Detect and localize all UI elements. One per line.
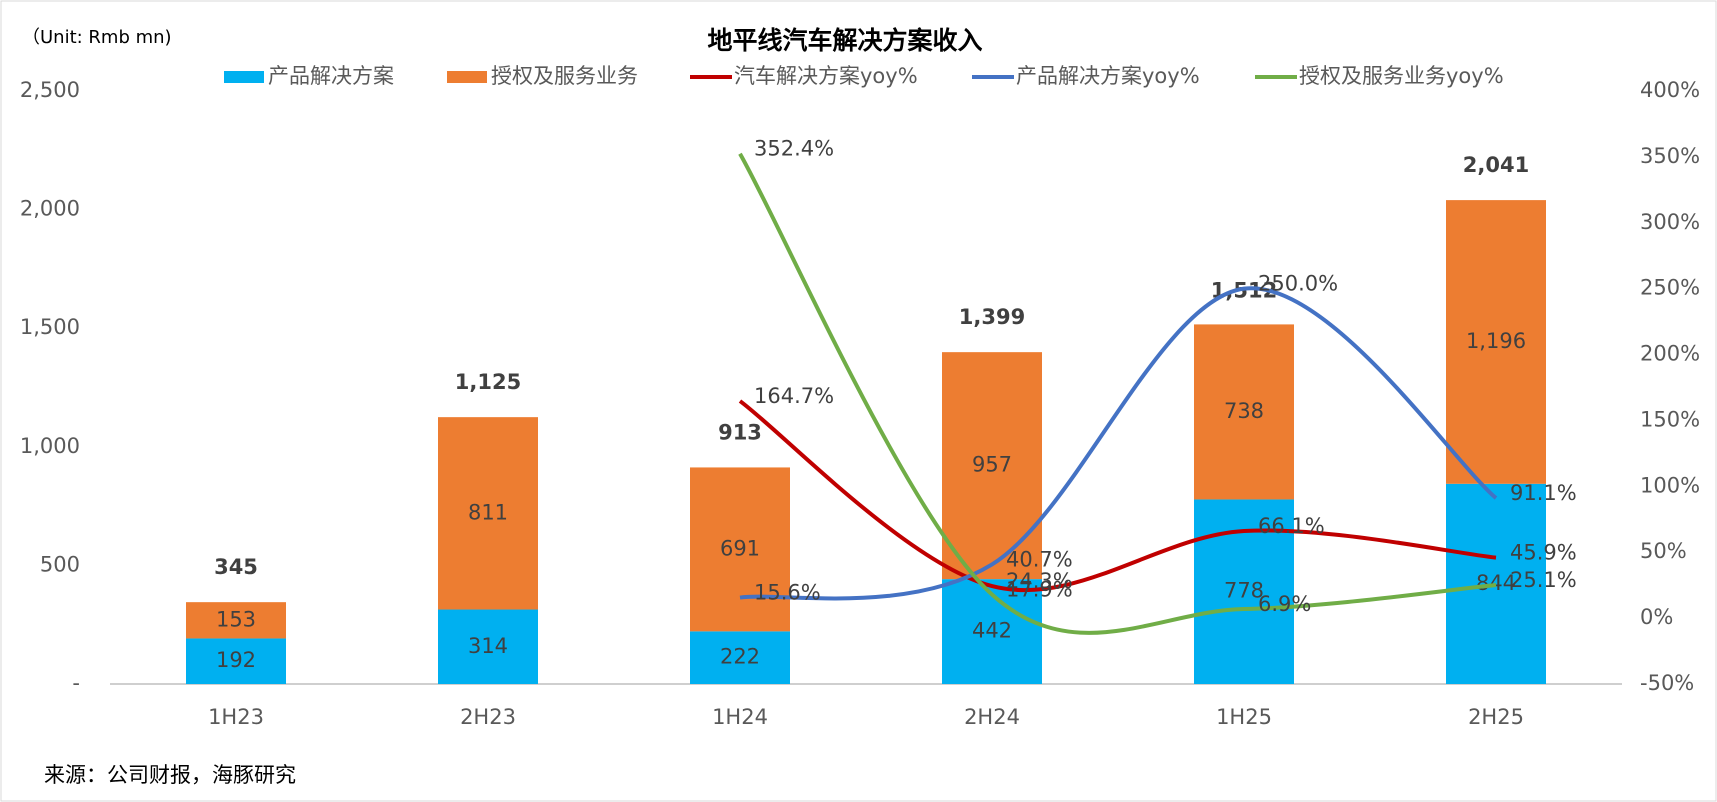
y2-tick-label: 300% — [1640, 210, 1700, 234]
source: 来源：公司财报，海豚研究 — [44, 763, 296, 787]
bar-label: 153 — [216, 607, 256, 631]
x-tick-label: 2H24 — [964, 705, 1020, 729]
total-label: 2,041 — [1463, 153, 1529, 177]
bar-label: 957 — [972, 453, 1012, 477]
y-tick-label: 1,500 — [20, 315, 80, 339]
y-tick-label: 2,500 — [20, 78, 80, 102]
x-tick-label: 2H25 — [1468, 705, 1524, 729]
x-tick-label: 1H25 — [1216, 705, 1272, 729]
bar — [186, 638, 286, 684]
line-label: 40.7% — [1006, 547, 1073, 571]
bar-label: 192 — [216, 648, 256, 672]
bar — [942, 352, 1042, 580]
y-tick-label: 2,000 — [20, 197, 80, 221]
legend-swatch — [447, 71, 487, 83]
line-label: 25.1% — [1510, 568, 1577, 592]
bar — [438, 609, 538, 684]
y-tick-label: - — [72, 671, 80, 695]
bar-label: 691 — [720, 536, 760, 560]
line-label: 24.3% — [1006, 569, 1073, 593]
line-label: 250.0% — [1258, 272, 1338, 296]
line-label: 352.4% — [754, 137, 834, 161]
y2-tick-label: 150% — [1640, 407, 1700, 431]
line-label: 15.6% — [754, 581, 821, 605]
legend-label: 产品解决方案yoy% — [1016, 64, 1200, 88]
unit-label: （Unit: Rmb mn) — [22, 27, 172, 48]
x-tick-label: 1H23 — [208, 705, 264, 729]
bar — [438, 417, 538, 610]
y2-tick-label: 0% — [1640, 605, 1673, 629]
bar — [1446, 200, 1546, 484]
line — [738, 152, 1497, 635]
y2-tick-label: 250% — [1640, 276, 1700, 300]
total-label: 913 — [718, 420, 762, 444]
line-label: 6.9% — [1258, 592, 1311, 616]
legend-label: 产品解决方案 — [268, 64, 394, 88]
bar-label: 811 — [468, 500, 508, 524]
y2-tick-label: 200% — [1640, 342, 1700, 366]
x-tick-label: 1H24 — [712, 705, 768, 729]
line — [739, 286, 1498, 601]
bar-label: 1,196 — [1466, 329, 1526, 353]
y2-tick-label: 100% — [1640, 473, 1700, 497]
bar-label: 738 — [1224, 399, 1264, 423]
bar-label: 442 — [972, 619, 1012, 643]
y2-tick-label: 400% — [1640, 78, 1700, 102]
y2-tick-label: 50% — [1640, 539, 1687, 563]
total-label: 345 — [214, 555, 258, 579]
bar — [690, 467, 790, 632]
bar-label: 314 — [468, 634, 508, 658]
y-tick-label: 1,000 — [20, 434, 80, 458]
legend-label: 汽车解决方案yoy% — [734, 64, 918, 88]
total-label: 1,399 — [959, 305, 1025, 329]
line-label: 17.9% — [1006, 578, 1073, 602]
bar-label: 844 — [1476, 571, 1516, 595]
bar — [1446, 483, 1546, 684]
bar-label: 222 — [720, 645, 760, 669]
y-tick-label: 500 — [40, 552, 80, 576]
line-label: 45.9% — [1510, 541, 1577, 565]
chart-title: 地平线汽车解决方案收入 — [707, 26, 982, 55]
bar — [690, 631, 790, 684]
y2-tick-label: -50% — [1640, 671, 1694, 695]
y2-tick-label: 350% — [1640, 144, 1700, 168]
bar — [1194, 324, 1294, 500]
x-tick-label: 2H23 — [460, 705, 516, 729]
total-label: 1,125 — [455, 370, 521, 394]
bar — [186, 602, 286, 639]
line — [738, 399, 1497, 593]
line-label: 66.1% — [1258, 514, 1325, 538]
legend-label: 授权及服务业务yoy% — [1299, 64, 1504, 88]
line-label: 164.7% — [754, 384, 834, 408]
legend-label: 授权及服务业务 — [491, 64, 638, 88]
line-label: 91.1% — [1510, 481, 1577, 505]
legend-swatch — [224, 71, 264, 83]
bar-label: 778 — [1224, 579, 1264, 603]
